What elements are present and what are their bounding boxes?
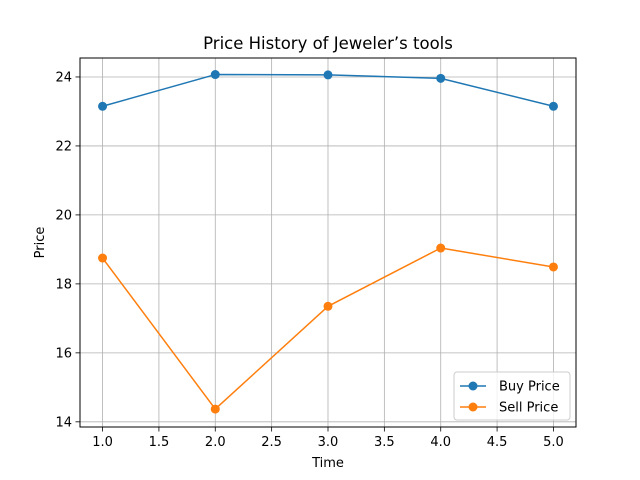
legend-box: [453, 371, 571, 421]
y-tick-label: 20: [55, 208, 72, 223]
data-point-buy-price: [436, 73, 446, 83]
legend: Buy Price Sell Price: [453, 371, 571, 421]
y-tick-label: 24: [55, 70, 72, 85]
y-tick-label: 18: [55, 277, 72, 292]
y-tick-label: 22: [55, 139, 72, 154]
data-point-sell-price: [323, 301, 333, 311]
chart-title: Price History of Jeweler’s tools: [203, 34, 453, 53]
x-tick-label: 5.0: [543, 435, 564, 450]
grid: [80, 58, 576, 427]
x-tick-label: 3.0: [318, 435, 339, 450]
legend-marker-buy-price: [468, 381, 478, 391]
x-tick-label: 1.5: [149, 435, 170, 450]
data-point-buy-price: [548, 101, 558, 111]
y-tick-label: 14: [55, 415, 72, 430]
x-tick-label: 2.5: [261, 435, 282, 450]
y-tick-label: 16: [55, 346, 72, 361]
series-sell-price: [98, 243, 558, 414]
series-layer: [98, 70, 558, 414]
data-point-sell-price: [548, 262, 558, 272]
y-axis-label: Price: [33, 227, 48, 259]
data-point-sell-price: [210, 404, 220, 414]
y-axis-ticks: 14 16 18 20 22 24: [55, 70, 80, 430]
data-point-buy-price: [210, 70, 220, 80]
data-point-buy-price: [323, 70, 333, 80]
data-point-buy-price: [98, 101, 108, 111]
x-axis-label: Time: [311, 456, 344, 471]
legend-label-buy-price: Buy Price: [499, 380, 560, 395]
x-tick-label: 4.0: [430, 435, 451, 450]
legend-marker-sell-price: [468, 402, 478, 412]
x-tick-label: 4.5: [487, 435, 508, 450]
x-tick-label: 1.0: [92, 435, 113, 450]
data-point-sell-price: [98, 253, 108, 263]
x-tick-label: 3.5: [374, 435, 395, 450]
x-axis-ticks: 1.0 1.5 2.0 2.5 3.0 3.5 4.0 4.5 5.0: [92, 427, 564, 450]
series-buy-price: [98, 70, 558, 111]
x-tick-label: 2.0: [205, 435, 226, 450]
legend-label-sell-price: Sell Price: [499, 401, 558, 416]
data-point-sell-price: [436, 243, 446, 253]
